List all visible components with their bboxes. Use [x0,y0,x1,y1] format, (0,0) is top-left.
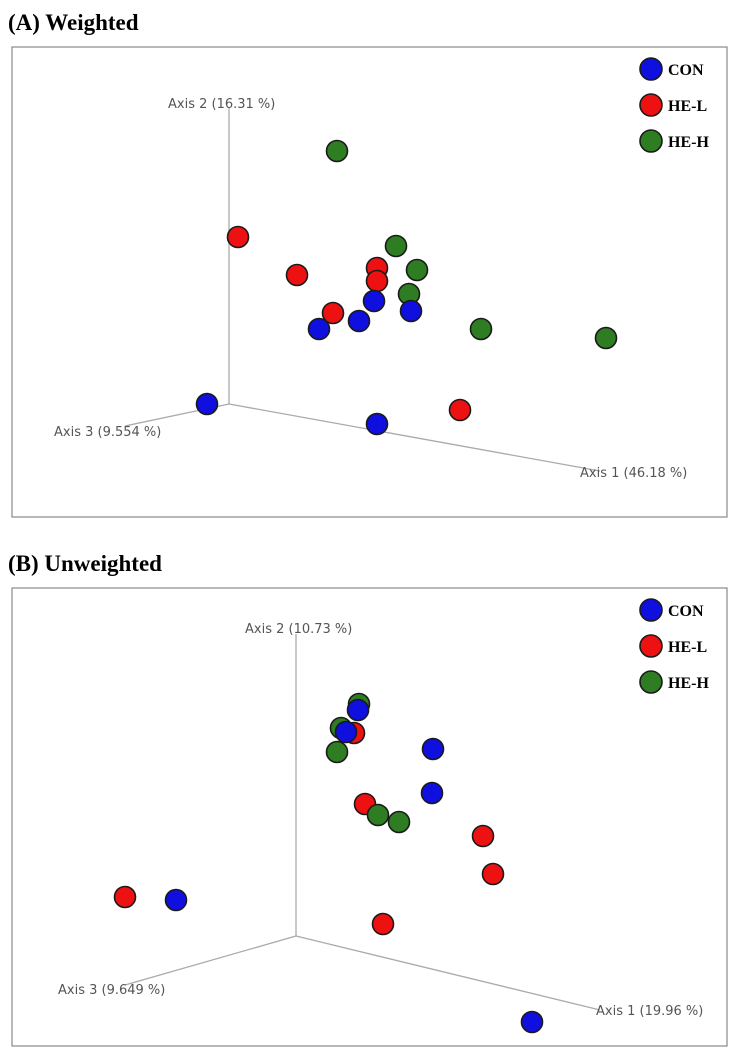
data-point-con [347,309,371,333]
data-point-he-h [384,234,408,258]
data-point-con [195,392,219,416]
panel-a-group: Axis 1 (46.18 %) Axis 2 (16.31 %) Axis 3 (… [11,46,728,518]
panel-a-title: (A) Weighted [8,10,139,35]
blue-circle-icon [639,598,663,622]
data-point-con [164,888,188,912]
axis-3-line [124,935,297,986]
data-point-con [420,781,444,805]
legend-label-con: CON [668,62,704,79]
data-point-he-h [387,810,411,834]
data-point-con [520,1010,544,1034]
panel-b-group: Axis 1 (19.96 %) Axis 2 (10.73 %) Axis 3 (… [11,587,728,1047]
blue-circle-icon [639,57,663,81]
data-point-he-l [285,263,309,287]
data-point-he-l [321,301,345,325]
axis-1-line [228,403,601,472]
legend-label-he-l: HE-L [668,98,707,115]
axis-1-label: Axis 1 (46.18 %) [580,466,687,481]
red-circle-icon [639,93,663,117]
data-point-he-h [405,258,429,282]
data-point-he-l [113,885,137,909]
legend-label-con: CON [668,603,704,620]
green-circle-icon [639,670,663,694]
data-point-con [334,720,358,744]
plot-frame [11,46,728,518]
axis-1-label: Axis 1 (19.96 %) [596,1004,703,1019]
data-point-he-l [481,862,505,886]
legend-label-he-l: HE-L [668,639,707,656]
data-point-con [365,412,389,436]
red-circle-icon [639,634,663,658]
data-point-he-h [366,803,390,827]
data-point-he-l [448,398,472,422]
data-point-con [307,317,331,341]
axis-3-label: Axis 3 (9.649 %) [58,983,165,998]
data-point-con [346,698,370,722]
axis-3-label: Axis 3 (9.554 %) [54,425,161,440]
axis-1-line [295,935,601,1011]
axis-2-label: Axis 2 (10.73 %) [245,622,352,637]
data-point-con [362,289,386,313]
panel-b-title: (B) Unweighted [8,551,162,576]
legend-label-he-h: HE-H [668,134,709,151]
data-point-he-h [325,740,349,764]
data-point-he-l [226,225,250,249]
data-point-con [399,299,423,323]
data-point-he-h [469,317,493,341]
axis-2-label: Axis 2 (16.31 %) [168,97,275,112]
data-point-con [421,737,445,761]
data-point-he-l [371,912,395,936]
data-point-he-h [594,326,618,350]
data-point-he-h [325,139,349,163]
green-circle-icon [639,129,663,153]
plot-frame [11,587,728,1047]
data-point-he-l [471,824,495,848]
legend-label-he-h: HE-H [668,675,709,692]
data-point-he-l [365,269,389,293]
